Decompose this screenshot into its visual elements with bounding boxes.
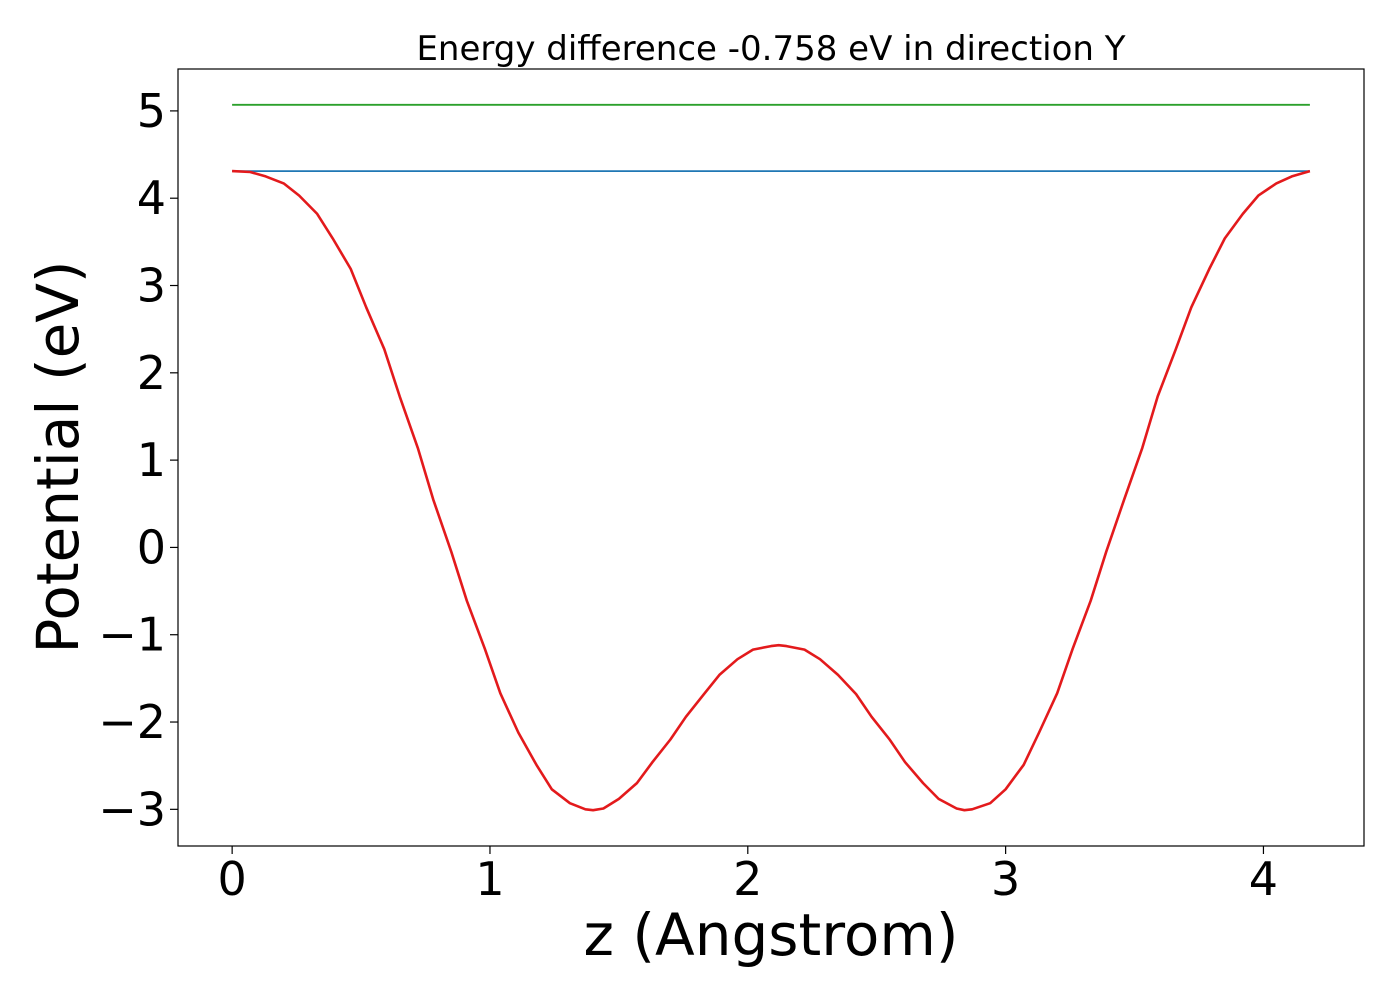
x-tick-label: 2 xyxy=(733,852,762,906)
y-axis: −3 −2 −1 0 1 2 3 4 5 xyxy=(98,84,178,836)
y-tick-label: 5 xyxy=(137,84,166,138)
y-axis-label: Potential (eV) xyxy=(24,260,92,653)
y-tick-label: 3 xyxy=(137,259,166,313)
y-tick-label: −2 xyxy=(98,695,166,749)
x-tick-label: 1 xyxy=(475,852,504,906)
y-tick-label: −1 xyxy=(98,608,166,662)
x-axis: 0 1 2 3 4 xyxy=(218,846,1278,906)
x-axis-label: z (Angstrom) xyxy=(584,901,959,969)
chart-title: Energy difference -0.758 eV in direction… xyxy=(416,29,1125,69)
series-layer xyxy=(232,103,1311,812)
plot-frame xyxy=(177,68,1365,847)
series-line-red xyxy=(232,169,1311,812)
y-tick-label: 2 xyxy=(137,346,166,400)
x-tick-label: 3 xyxy=(991,852,1020,906)
y-tick-label: 4 xyxy=(137,171,166,225)
y-tick-label: −3 xyxy=(98,782,166,836)
y-tick-label: 1 xyxy=(137,433,166,487)
y-tick-label: 0 xyxy=(137,520,166,574)
x-tick-label: 0 xyxy=(218,852,247,906)
x-tick-label: 4 xyxy=(1249,852,1278,906)
